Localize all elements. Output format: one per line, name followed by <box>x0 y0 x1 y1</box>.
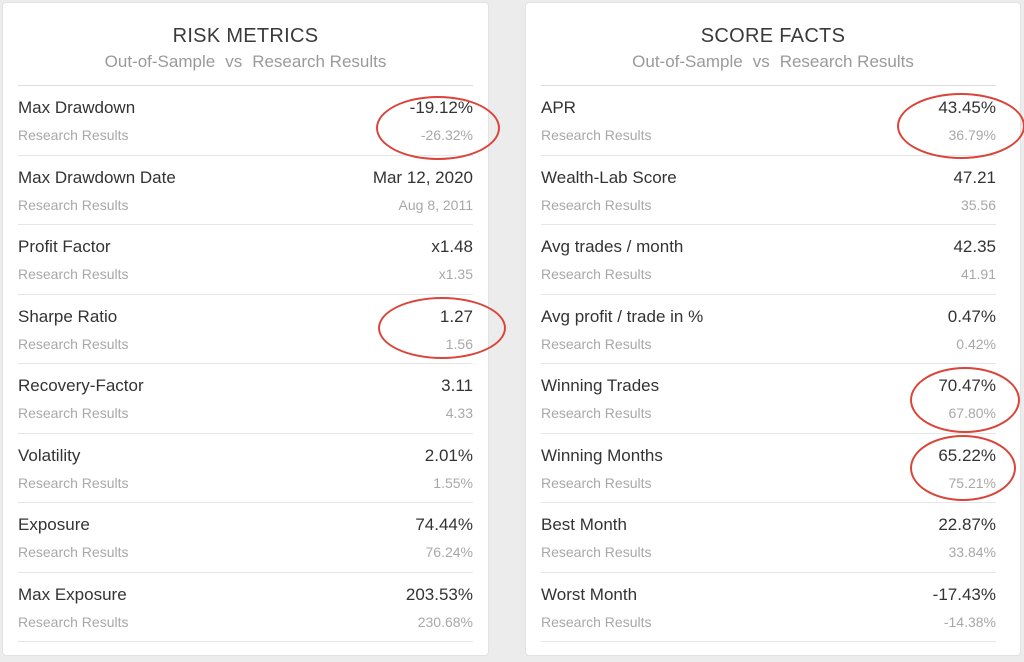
metric-label: Recovery-Factor <box>18 376 144 395</box>
subtitle-research-results: Research Results <box>779 52 914 71</box>
metric-sublabel: Research Results <box>18 474 129 491</box>
metric-label: Avg trades / month <box>541 237 684 256</box>
score-facts-title: SCORE FACTS <box>700 25 846 47</box>
metric-label: Max Drawdown Date <box>18 167 176 187</box>
metric-label: Exposure <box>18 515 90 534</box>
risk-metrics-panel: RISK METRICS Out-of-Sample vs Research Res… <box>2 2 489 656</box>
subtitle-vs: vs <box>225 52 243 71</box>
risk-metrics-header: RISK METRICS Out-of-Sample vs Research Res… <box>3 3 488 74</box>
metric-research-value: 1.55% <box>433 474 473 491</box>
metric-sublabel: Research Results <box>541 544 652 560</box>
metric-research-value: 230.68% <box>417 613 473 630</box>
risk-metrics-list: Max Drawdown Research Results -19.12% -2… <box>18 85 473 642</box>
subtitle-vs: vs <box>752 52 770 71</box>
metric-sublabel: Research Results <box>18 405 129 421</box>
metric-row-exposure: Exposure Research Results 74.44% 76.24% <box>18 503 473 573</box>
metric-value: Mar 12, 2020 <box>372 167 473 187</box>
metric-research-value: 33.84% <box>948 544 996 560</box>
risk-metrics-title: RISK METRICS <box>172 25 319 47</box>
metric-row-avg-trades-month: Avg trades / month Research Results 42.3… <box>541 225 996 295</box>
metric-value: 43.45% <box>938 98 996 117</box>
metric-sublabel: Research Results <box>541 474 652 491</box>
metric-sublabel: Research Results <box>18 544 129 560</box>
metric-value: 65.22% <box>938 445 996 465</box>
metric-research-value: x1.35 <box>438 266 473 282</box>
metric-label: APR <box>541 98 576 117</box>
metric-row-max-exposure: Max Exposure Research Results 203.53% 23… <box>18 573 473 642</box>
metric-row-volatility: Volatility Research Results 2.01% 1.55% <box>18 434 473 503</box>
metric-value: 203.53% <box>405 584 473 604</box>
metric-row-max-drawdown-date: Max Drawdown Date Research Results Mar 1… <box>18 156 473 225</box>
score-facts-panel: SCORE FACTS Out-of-Sample vs Research Resu… <box>525 2 1021 656</box>
metric-row-worst-month: Worst Month Research Results -17.43% -14… <box>541 573 996 642</box>
score-facts-subtitle: Out-of-Sample vs Research Results <box>526 50 1020 74</box>
metric-value: 47.21 <box>953 167 996 187</box>
metric-label: Sharpe Ratio <box>18 306 118 326</box>
metric-sublabel: Research Results <box>541 266 652 282</box>
metric-row-best-month: Best Month Research Results 22.87% 33.84… <box>541 503 996 573</box>
metric-row-avg-profit-trade: Avg profit / trade in % Research Results… <box>541 295 996 364</box>
metric-sublabel: Research Results <box>18 266 129 282</box>
metric-row-max-drawdown: Max Drawdown Research Results -19.12% -2… <box>18 86 473 156</box>
score-facts-list: APR Research Results 43.45% 36.79% Wealt… <box>541 85 996 642</box>
metric-row-recovery-factor: Recovery-Factor Research Results 3.11 4.… <box>18 364 473 434</box>
metric-sublabel: Research Results <box>541 196 652 213</box>
metric-sublabel: Research Results <box>541 613 652 630</box>
metric-sublabel: Research Results <box>18 127 129 143</box>
metric-research-value: 4.33 <box>445 405 473 421</box>
metric-value: 22.87% <box>938 515 996 534</box>
metric-value: 2.01% <box>424 445 473 465</box>
metric-sublabel: Research Results <box>18 196 129 213</box>
metric-value: -19.12% <box>409 98 473 117</box>
metric-row-wealth-lab-score: Wealth-Lab Score Research Results 47.21 … <box>541 156 996 225</box>
metric-research-value: 36.79% <box>948 127 996 143</box>
metric-research-value: 67.80% <box>948 405 996 421</box>
metric-row-winning-trades: Winning Trades Research Results 70.47% 6… <box>541 364 996 434</box>
metric-sublabel: Research Results <box>541 405 652 421</box>
score-facts-header: SCORE FACTS Out-of-Sample vs Research Resu… <box>526 3 1020 74</box>
subtitle-out-of-sample: Out-of-Sample <box>104 52 216 71</box>
metric-value: x1.48 <box>431 237 473 256</box>
subtitle-research-results: Research Results <box>252 52 387 71</box>
metric-value: 42.35 <box>953 237 996 256</box>
metric-label: Max Drawdown <box>18 98 136 117</box>
metric-label: Winning Months <box>541 445 663 465</box>
metric-research-value: 75.21% <box>948 474 996 491</box>
metric-label: Worst Month <box>541 584 638 604</box>
metric-value: 3.11 <box>441 376 473 395</box>
subtitle-out-of-sample: Out-of-Sample <box>632 52 743 71</box>
metric-label: Avg profit / trade in % <box>541 306 704 326</box>
metric-research-value: -26.32% <box>420 127 473 143</box>
metric-row-sharpe-ratio: Sharpe Ratio Research Results 1.27 1.56 <box>18 295 473 364</box>
metric-sublabel: Research Results <box>541 335 652 352</box>
metric-row-apr: APR Research Results 43.45% 36.79% <box>541 86 996 156</box>
metric-research-value: 35.56 <box>960 196 996 213</box>
metric-value: 74.44% <box>415 515 473 534</box>
metric-label: Profit Factor <box>18 237 111 256</box>
metric-research-value: Aug 8, 2011 <box>398 196 473 213</box>
metric-label: Winning Trades <box>541 376 660 395</box>
metric-value: -17.43% <box>932 584 996 604</box>
risk-metrics-subtitle: Out-of-Sample vs Research Results <box>3 50 488 74</box>
metric-research-value: 76.24% <box>425 544 473 560</box>
metric-label: Max Exposure <box>18 584 127 604</box>
metric-research-value: 0.42% <box>956 335 996 352</box>
metric-row-profit-factor: Profit Factor Research Results x1.48 x1.… <box>18 225 473 295</box>
metric-label: Volatility <box>18 445 81 465</box>
metric-research-value: 1.56 <box>445 335 473 352</box>
metric-research-value: -14.38% <box>943 613 996 630</box>
metric-research-value: 41.91 <box>960 266 996 282</box>
metric-label: Best Month <box>541 515 627 534</box>
metric-sublabel: Research Results <box>541 127 652 143</box>
metric-value: 1.27 <box>439 306 473 326</box>
metric-label: Wealth-Lab Score <box>541 167 677 187</box>
metric-row-winning-months: Winning Months Research Results 65.22% 7… <box>541 434 996 503</box>
metric-value: 70.47% <box>938 376 996 395</box>
metric-sublabel: Research Results <box>18 613 129 630</box>
metric-value: 0.47% <box>947 306 996 326</box>
metric-sublabel: Research Results <box>18 335 129 352</box>
